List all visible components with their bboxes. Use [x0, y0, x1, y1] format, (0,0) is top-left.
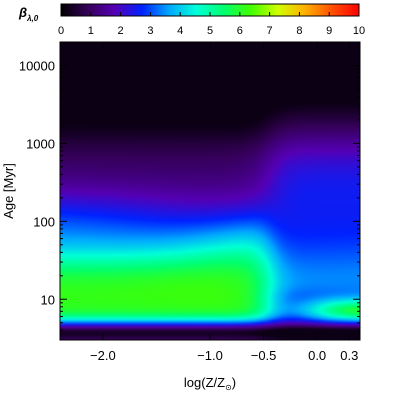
colorbar-tick-label: 9 [326, 25, 332, 37]
y-tick-label: 10 [41, 292, 55, 307]
colorbar-tick-label: 5 [207, 25, 213, 37]
y-axis-ticks: 10 100 1000 10000 [19, 41, 360, 341]
colorbar-tick-label: 0 [58, 25, 64, 37]
plot-area: −2.0 −1.0 −0.5 0.0 0.3 10 100 1000 10000 [19, 41, 361, 363]
y-axis-label: Age [Myr] [1, 163, 16, 219]
y-tick-label: 1000 [26, 136, 55, 151]
colorbar-tick-label: 10 [353, 25, 365, 37]
colorbar-tick-label: 7 [267, 25, 273, 37]
colorbar-label: βλ,0 [18, 5, 39, 23]
colorbar-tick-label: 8 [296, 25, 302, 37]
x-tick-label: 0.0 [308, 348, 326, 363]
colorbar-tick-label: 6 [237, 25, 243, 37]
y-tick-label: 10000 [19, 58, 55, 73]
colorbar: βλ,0 0 1 2 3 4 5 6 7 8 9 10 [18, 3, 365, 37]
colorbar-tick-label: 3 [147, 25, 153, 37]
x-axis-ticks: −2.0 −1.0 −0.5 0.0 0.3 [90, 42, 358, 363]
colorbar-tick-label: 1 [88, 25, 94, 37]
x-tick-label: −2.0 [90, 348, 116, 363]
x-tick-label: 0.3 [340, 348, 358, 363]
x-tick-label: −0.5 [251, 348, 277, 363]
x-axis-label: log(Z/Z⊙) [184, 375, 236, 392]
x-tick-label: −1.0 [197, 348, 223, 363]
colorbar-tick-label: 2 [118, 25, 124, 37]
colorbar-tick-label: 4 [177, 25, 183, 37]
y-tick-label: 100 [33, 214, 55, 229]
colorbar-ticks: 0 1 2 3 4 5 6 7 8 9 10 [58, 12, 365, 37]
heatmap-image [60, 42, 360, 340]
